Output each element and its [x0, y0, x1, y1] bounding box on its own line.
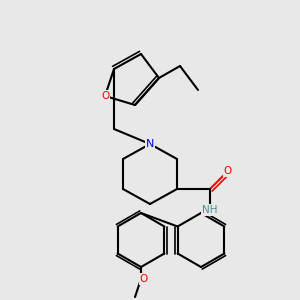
Text: O: O — [101, 91, 109, 101]
Text: O: O — [224, 166, 232, 176]
Text: NH: NH — [202, 205, 218, 215]
Text: O: O — [140, 274, 148, 284]
Text: N: N — [146, 139, 154, 149]
